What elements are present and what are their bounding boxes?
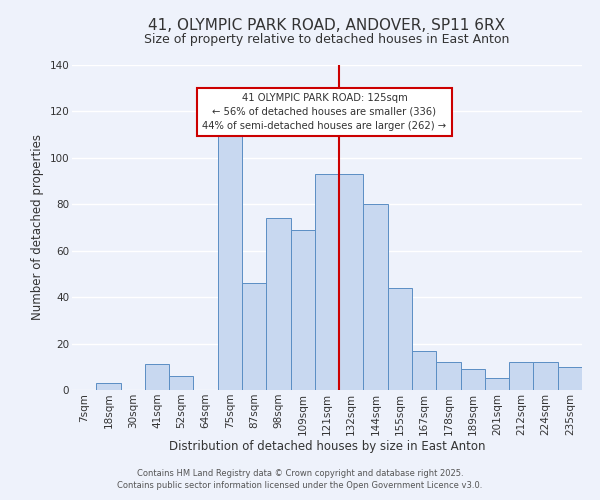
Bar	[218, 116, 242, 390]
Bar	[242, 283, 266, 390]
Text: Size of property relative to detached houses in East Anton: Size of property relative to detached ho…	[145, 32, 509, 46]
Bar	[533, 362, 558, 390]
X-axis label: Distribution of detached houses by size in East Anton: Distribution of detached houses by size …	[169, 440, 485, 454]
Bar	[412, 350, 436, 390]
Bar	[388, 288, 412, 390]
Bar	[509, 362, 533, 390]
Bar	[461, 369, 485, 390]
Text: Contains HM Land Registry data © Crown copyright and database right 2025.: Contains HM Land Registry data © Crown c…	[137, 468, 463, 477]
Text: 41 OLYMPIC PARK ROAD: 125sqm
← 56% of detached houses are smaller (336)
44% of s: 41 OLYMPIC PARK ROAD: 125sqm ← 56% of de…	[202, 92, 446, 130]
Y-axis label: Number of detached properties: Number of detached properties	[31, 134, 44, 320]
Bar	[558, 367, 582, 390]
Bar	[364, 204, 388, 390]
Bar	[169, 376, 193, 390]
Bar	[436, 362, 461, 390]
Text: 41, OLYMPIC PARK ROAD, ANDOVER, SP11 6RX: 41, OLYMPIC PARK ROAD, ANDOVER, SP11 6RX	[148, 18, 506, 32]
Bar	[96, 383, 121, 390]
Bar	[145, 364, 169, 390]
Text: Contains public sector information licensed under the Open Government Licence v3: Contains public sector information licen…	[118, 481, 482, 490]
Bar	[266, 218, 290, 390]
Bar	[339, 174, 364, 390]
Bar	[315, 174, 339, 390]
Bar	[290, 230, 315, 390]
Bar	[485, 378, 509, 390]
